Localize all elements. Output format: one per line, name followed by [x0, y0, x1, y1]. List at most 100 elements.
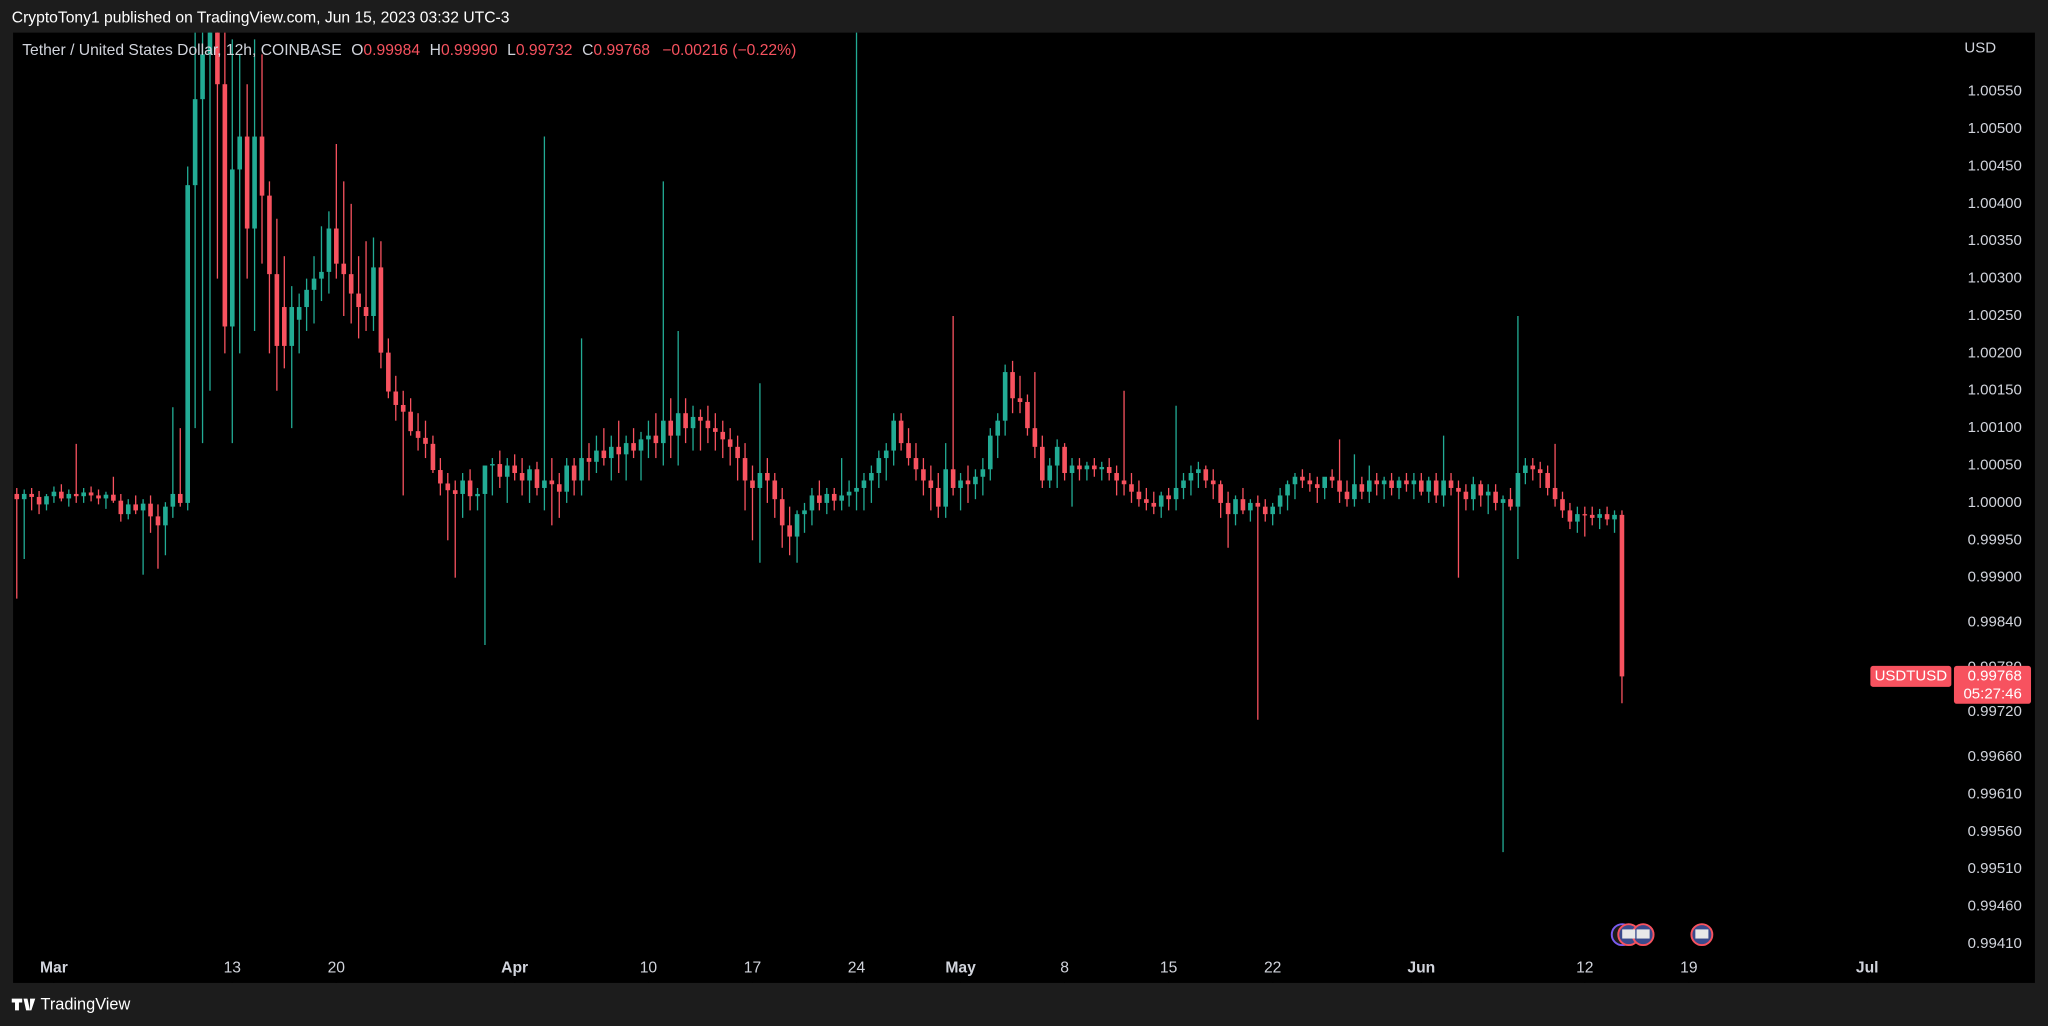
y-tick-label: 0.99610	[1968, 785, 2022, 802]
candle-body	[534, 469, 540, 488]
candle-body	[1582, 514, 1588, 516]
legend-change: −0.00216 (−0.22%)	[662, 42, 796, 59]
candle-body	[1069, 465, 1075, 474]
candle-body	[846, 491, 852, 496]
candle-body	[438, 470, 443, 484]
candle-body	[408, 411, 413, 432]
candle-body	[1292, 476, 1298, 485]
candle-body	[148, 503, 153, 517]
candle-body	[1255, 502, 1261, 507]
candle-body	[430, 443, 436, 471]
candle-body	[252, 136, 257, 229]
candle-body	[88, 492, 94, 496]
candle-body	[527, 469, 532, 481]
candle-body	[482, 465, 488, 494]
candle-body	[1478, 484, 1484, 496]
candle-body	[1300, 476, 1305, 481]
candle-body	[155, 516, 161, 526]
y-tick-label: 0.99660	[1968, 748, 2022, 765]
candle-body	[742, 458, 748, 481]
candle-body	[839, 495, 844, 501]
candle-body	[1203, 469, 1209, 481]
candle-body	[229, 169, 235, 327]
candle-body	[177, 493, 183, 503]
legend-value: 0.99732	[516, 42, 573, 59]
candle-body	[111, 494, 116, 501]
candle-body	[1151, 502, 1157, 507]
candle-body	[1166, 495, 1171, 500]
candle-body	[1493, 491, 1498, 503]
y-tick-label: 0.99950	[1968, 531, 2022, 548]
plot-background	[13, 32, 2035, 983]
y-axis: 1.00550 1.00500 1.00450 1.00400 1.00350 1.003…	[1952, 83, 2022, 952]
candle-body	[103, 494, 109, 499]
candle-body	[363, 307, 369, 317]
candle-body	[1196, 469, 1201, 474]
candle-body	[1025, 401, 1030, 429]
legend-key: C	[582, 42, 593, 59]
candle-body	[1597, 514, 1602, 518]
candle-body	[698, 416, 703, 421]
candle-body	[237, 136, 243, 170]
legend-key: O	[351, 42, 363, 59]
x-tick-label: 12	[1576, 960, 1593, 977]
candle-body	[950, 469, 956, 488]
candle-body	[1285, 484, 1290, 496]
candle-body	[1352, 484, 1357, 500]
candle-body	[995, 420, 1001, 436]
candle-body	[475, 493, 480, 497]
candle-body	[170, 493, 176, 507]
candle-body	[1314, 484, 1320, 488]
candle-body	[891, 420, 896, 451]
candle-body	[386, 352, 391, 392]
candle-body	[490, 464, 495, 466]
candle-body	[215, 32, 220, 85]
candle-body	[646, 435, 651, 440]
candle-body	[1359, 484, 1365, 492]
candle-body	[1233, 499, 1238, 515]
candle-body	[1062, 446, 1067, 474]
candle-body	[326, 228, 332, 272]
candle-body	[415, 431, 421, 438]
x-tick-label: 19	[1680, 960, 1697, 977]
y-tick-label: 0.99460	[1968, 898, 2022, 915]
y-tick-label: 1.00200	[1968, 344, 2022, 361]
candle-body	[779, 499, 785, 526]
candle-body	[898, 420, 904, 444]
candle-body	[631, 443, 636, 451]
y-tick-label: 1.00100	[1968, 419, 2022, 436]
y-tick-label: 1.00500	[1968, 120, 2022, 137]
candle-body	[765, 473, 770, 481]
candle-body	[713, 428, 718, 432]
symbol-title: Tether / United States Dollar, 12h, COIN…	[22, 42, 341, 59]
candle-body	[1002, 372, 1008, 421]
candle-body	[1032, 428, 1038, 447]
candle-body	[824, 493, 830, 503]
symbol-tag-bg	[1870, 665, 1952, 687]
candle-body	[66, 493, 72, 499]
candle-body	[1218, 484, 1223, 503]
candle-body	[29, 493, 34, 497]
x-tick-label: 20	[328, 960, 346, 977]
x-tick-label: 13	[224, 960, 242, 977]
candle-body	[608, 446, 614, 459]
candle-body	[423, 437, 428, 444]
flag-icon	[1695, 929, 1709, 939]
currency: USD	[1964, 39, 1996, 56]
candle-body	[1017, 398, 1023, 402]
candle-body	[958, 480, 963, 488]
candle-body	[594, 450, 599, 462]
candle-body	[400, 404, 406, 412]
candle-body	[1515, 473, 1521, 507]
candle-body	[125, 504, 131, 515]
candle-body	[1426, 480, 1432, 492]
candle-body	[1210, 480, 1216, 485]
candle-body	[1404, 480, 1409, 485]
candle-body	[192, 99, 198, 186]
candle-body	[1463, 491, 1469, 500]
x-axis: Mar 13 20 Apr 10 17 24 May 8 15 22 Jun 12 19 Jul	[40, 960, 1879, 983]
candle-body	[133, 504, 138, 511]
candle-body	[504, 465, 510, 477]
candle-body	[259, 136, 265, 196]
